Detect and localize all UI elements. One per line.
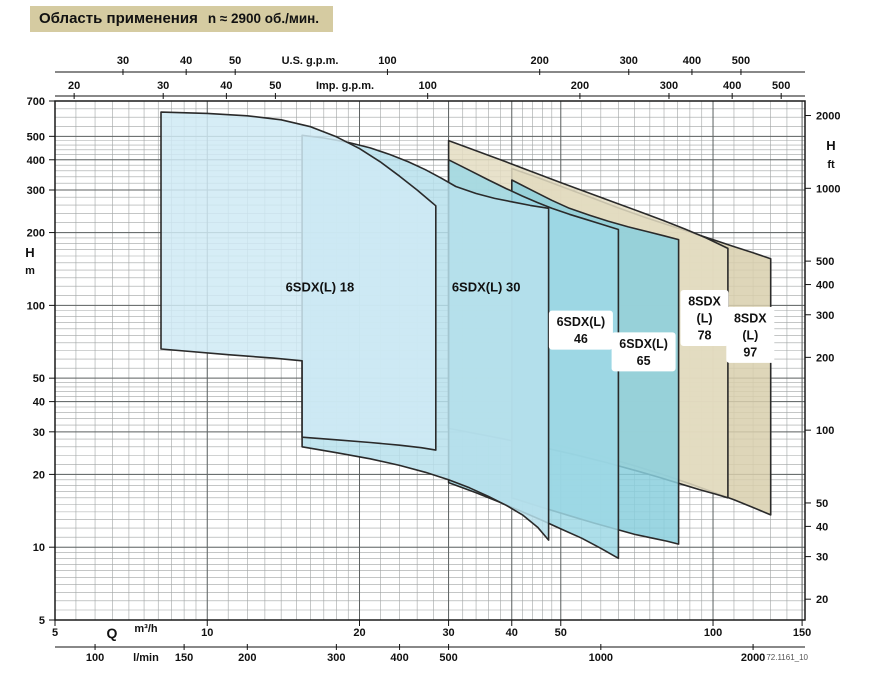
h-m-axis-title: H	[25, 245, 34, 260]
q-axis-symbol: Q	[107, 625, 118, 641]
plot-frame	[54, 100, 806, 621]
lmin-tick-label: 1000	[589, 652, 613, 664]
m3h-tick-label: 20	[353, 627, 365, 639]
imp-gpm-axis-title: Imp. g.p.m.	[316, 80, 374, 92]
region-label-box-6sdxl-46	[548, 310, 613, 350]
lmin-tick-label: 2000	[741, 652, 765, 664]
m3h-tick-label: 50	[555, 627, 567, 639]
h-m-tick-label: 400	[27, 155, 45, 167]
imp-gpm-tick-label: 50	[269, 80, 281, 92]
h-ft-tick-label: 40	[816, 521, 828, 533]
region-label-8sdx-97: 8SDX	[734, 311, 767, 325]
h-ft-tick-label: 200	[816, 352, 834, 364]
m3h-axis-title: m³/h	[134, 623, 158, 635]
h-ft-tick-label: 300	[816, 310, 834, 322]
lmin-tick-label: 400	[390, 652, 408, 664]
region-label-8sdx-78: 8SDX	[688, 294, 721, 308]
page-title: Область применения	[39, 10, 198, 27]
drawing-number: 72.1161_10	[766, 653, 808, 662]
region-label-box-8sdx-78	[680, 289, 729, 346]
region-label-box-8sdx-97	[726, 306, 775, 363]
m3h-tick-label: 150	[793, 627, 811, 639]
axes: 30 40 50 100 200 300 400 500 U.S. g.p.m. 20 30 40 50…	[25, 55, 840, 664]
lmin-axis-title: l/min	[133, 652, 159, 664]
h-ft-tick-label: 20	[816, 594, 828, 606]
title-bar: Область применения n ≈ 2900 об./мин.	[30, 6, 334, 32]
region-label-8sdx-78: (L)	[697, 311, 713, 325]
h-ft-tick-label: 1000	[816, 183, 840, 195]
us-gpm-tick-label: 500	[732, 55, 750, 67]
lmin-tick-label: 500	[439, 652, 457, 664]
lmin-tick-label: 300	[327, 652, 345, 664]
us-gpm-tick-label: 40	[180, 55, 192, 67]
h-m-tick-label: 500	[27, 131, 45, 143]
title-rpm: n ≈ 2900 об./мин.	[207, 11, 320, 26]
h-m-tick-label: 300	[27, 185, 45, 197]
h-ft-tick-label: 2000	[816, 111, 840, 123]
imp-gpm-tick-label: 300	[660, 80, 678, 92]
imp-gpm-tick-label: 400	[723, 80, 741, 92]
h-ft-tick-label: 500	[816, 256, 834, 268]
m3h-tick-label: 30	[442, 627, 454, 639]
lmin-tick-label: 150	[175, 652, 193, 664]
imp-gpm-tick-label: 500	[772, 80, 790, 92]
imp-gpm-tick-label: 200	[571, 80, 589, 92]
region-label-6sdxl-65: 65	[637, 354, 651, 368]
region-label-box-6sdxl-65	[611, 332, 676, 372]
m3h-tick-label: 5	[52, 627, 58, 639]
us-gpm-tick-label: 100	[378, 55, 396, 67]
m3h-tick-label: 40	[506, 627, 518, 639]
region-label-6sdxl-46: 6SDX(L)	[557, 315, 606, 329]
imp-gpm-tick-label: 40	[220, 80, 232, 92]
us-gpm-tick-label: 50	[229, 55, 241, 67]
h-ft-tick-label: 50	[816, 498, 828, 510]
h-m-tick-label: 50	[33, 373, 45, 385]
m3h-tick-label: 10	[201, 627, 213, 639]
region-labels: 8SDX (L) 97 8SDX (L) 78 6SDX(L) 65 6SDX(L) 46 6SDX…	[286, 280, 775, 372]
h-m-tick-label: 40	[33, 397, 45, 409]
h-ft-tick-label: 400	[816, 280, 834, 292]
lmin-tick-label: 100	[86, 652, 104, 664]
region-label-6sdxl-30: 6SDX(L) 30	[452, 280, 521, 295]
h-m-tick-label: 20	[33, 469, 45, 481]
region-label-8sdx-97: (L)	[742, 328, 758, 342]
h-m-tick-label: 200	[27, 228, 45, 240]
region-label-8sdx-97: 97	[743, 345, 757, 359]
h-m-tick-label: 100	[27, 300, 45, 312]
h-ft-tick-label: 100	[816, 425, 834, 437]
us-gpm-tick-label: 30	[117, 55, 129, 67]
imp-gpm-tick-label: 100	[418, 80, 436, 92]
h-m-tick-label: 700	[27, 96, 45, 108]
h-ft-tick-label: 30	[816, 552, 828, 564]
region-6sdxl-18	[160, 111, 437, 451]
region-label-6sdxl-46: 46	[574, 332, 588, 346]
h-ft-axis-title: H	[826, 138, 835, 153]
h-m-tick-label: 10	[33, 542, 45, 554]
h-m-tick-label: 30	[33, 427, 45, 439]
region-label-8sdx-78: 78	[698, 328, 712, 342]
imp-gpm-tick-label: 30	[157, 80, 169, 92]
h-ft-axis-unit: ft	[827, 159, 835, 171]
h-m-axis-unit: m	[25, 265, 35, 277]
us-gpm-axis-title: U.S. g.p.m.	[282, 55, 339, 67]
us-gpm-tick-label: 400	[683, 55, 701, 67]
h-m-tick-label: 5	[39, 615, 45, 627]
us-gpm-tick-label: 200	[531, 55, 549, 67]
region-label-6sdxl-18: 6SDX(L) 18	[286, 280, 355, 295]
us-gpm-tick-label: 300	[620, 55, 638, 67]
lmin-tick-label: 200	[238, 652, 256, 664]
imp-gpm-tick-label: 20	[68, 80, 80, 92]
m3h-tick-label: 100	[704, 627, 722, 639]
region-label-6sdxl-65: 6SDX(L)	[619, 337, 668, 351]
